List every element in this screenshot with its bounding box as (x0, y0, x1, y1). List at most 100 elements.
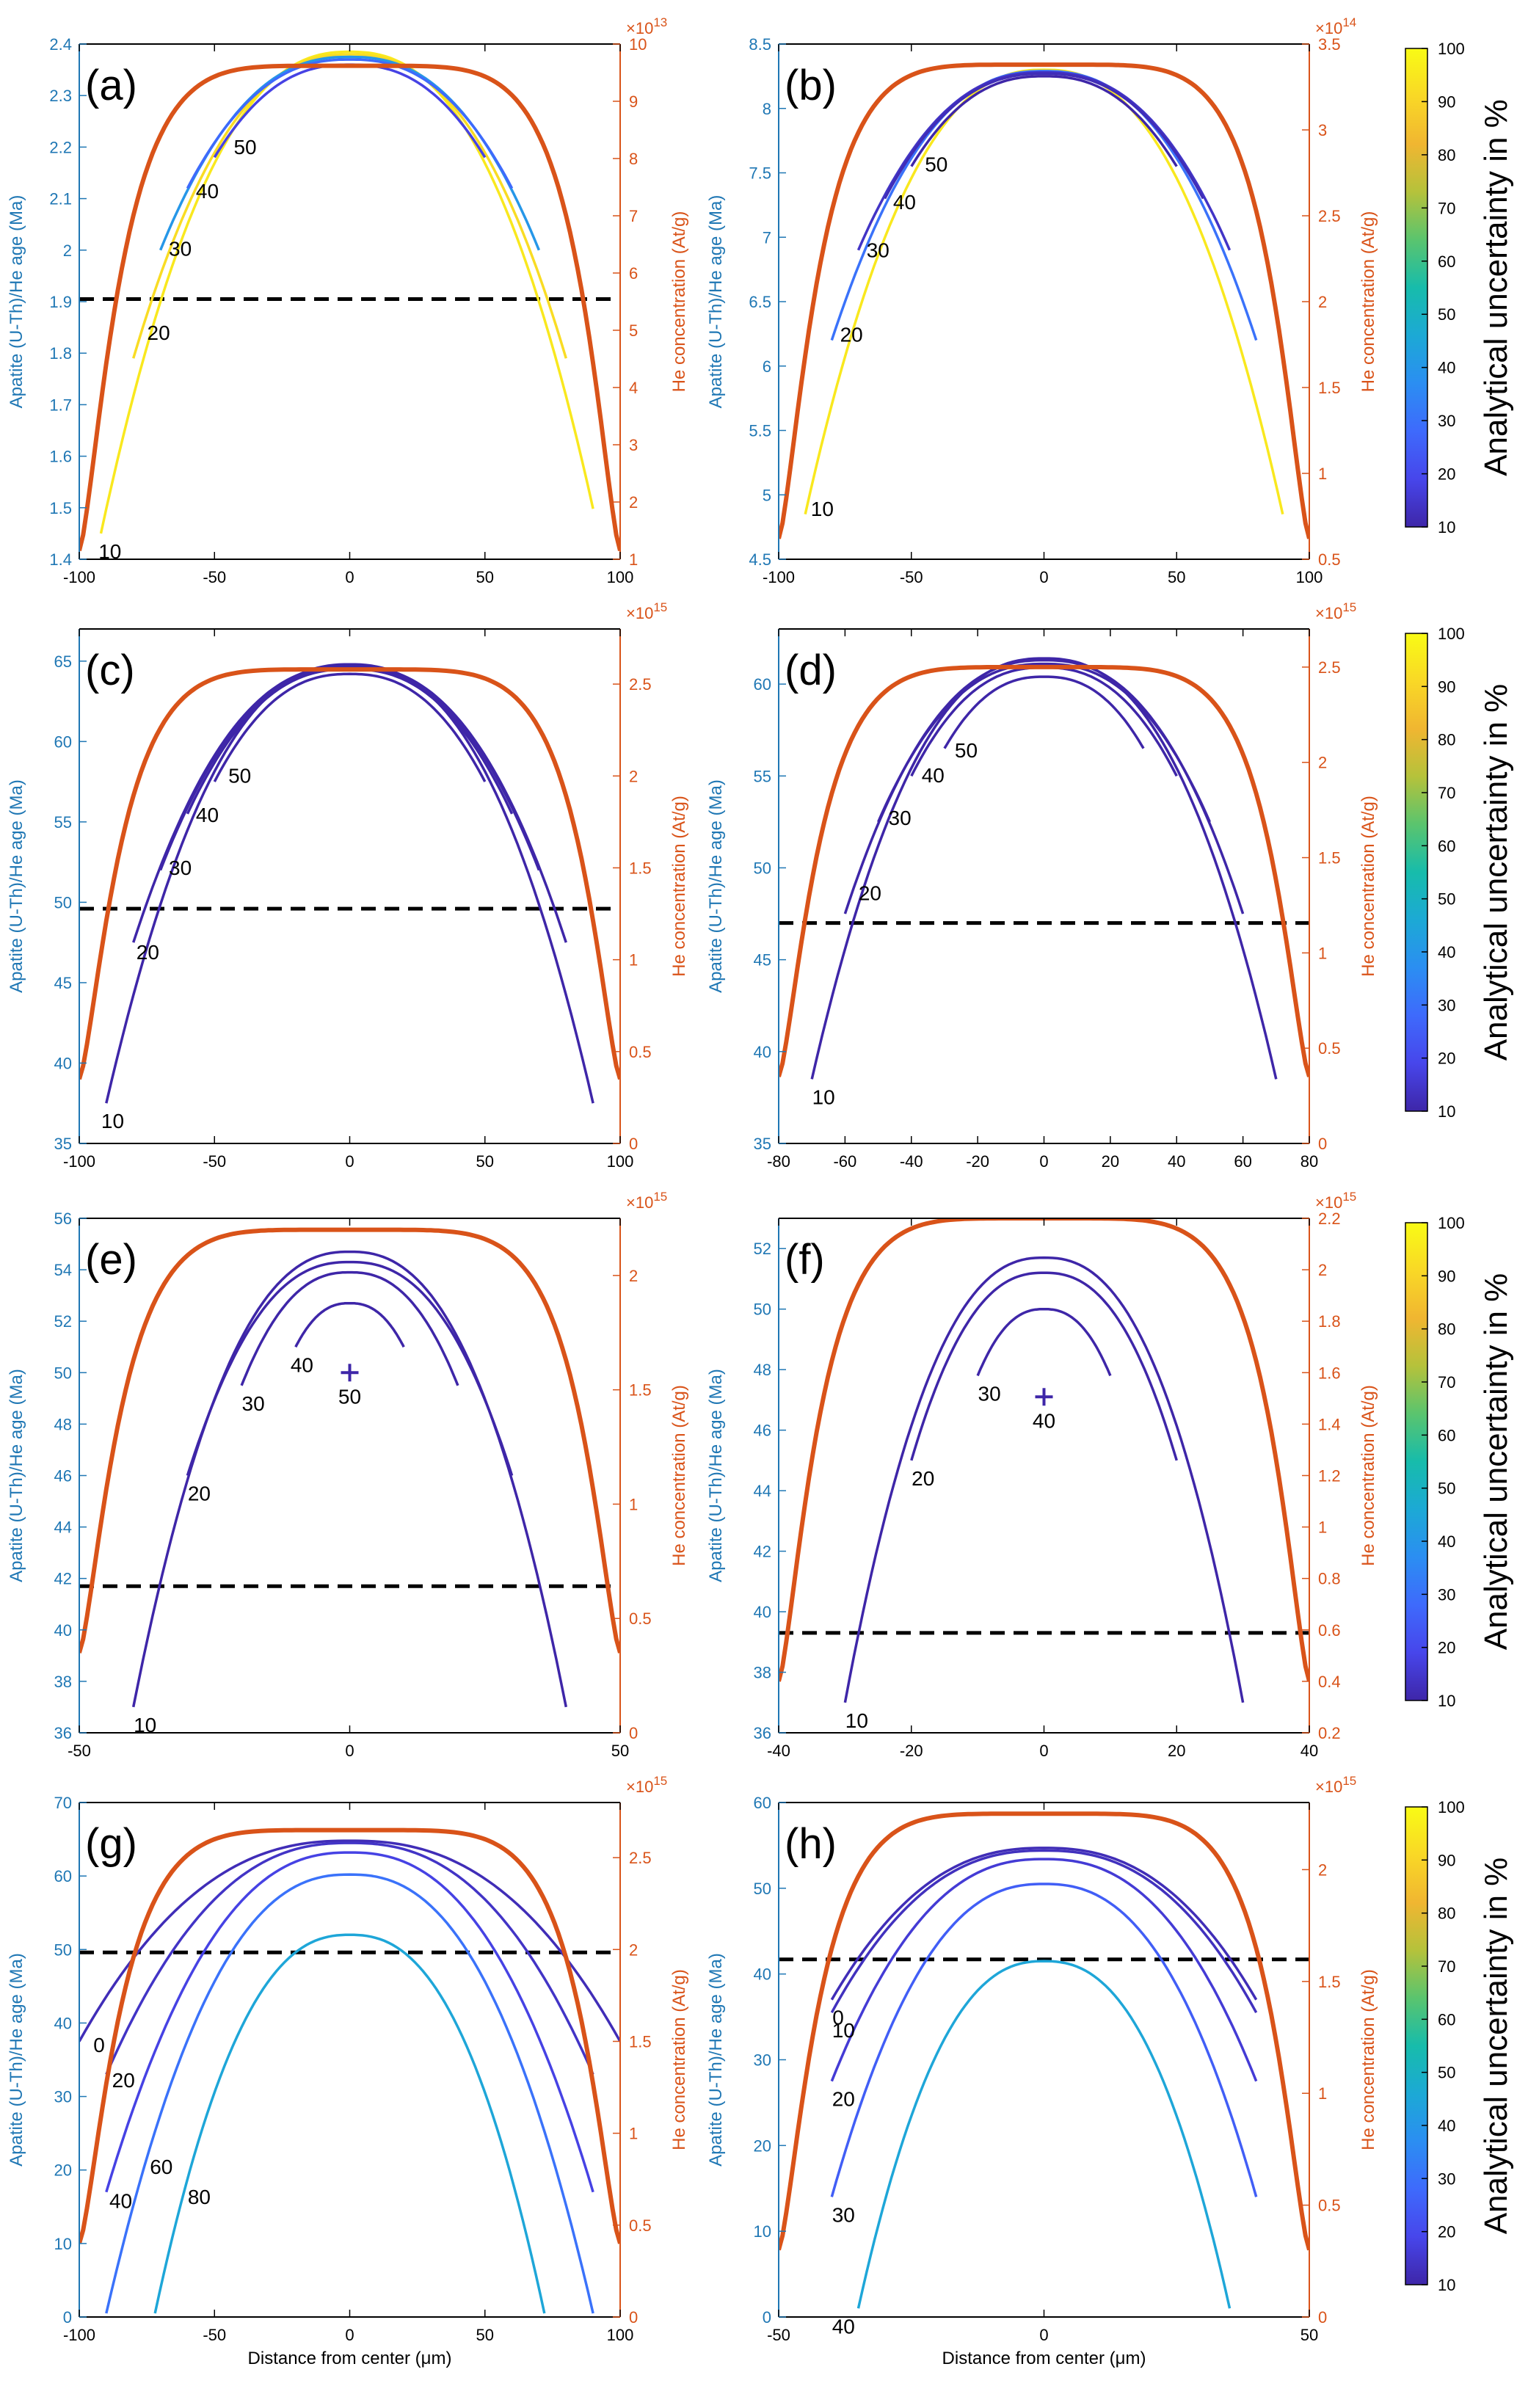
y-right-tick-label: 0.5 (629, 1609, 652, 1628)
age-contour-20 (186, 1260, 514, 1477)
y-right-tick-label: 2.2 (1318, 1210, 1341, 1228)
y-left-label: Apatite (U-Th)/He age (Ma) (7, 779, 26, 993)
colorbar-label: Analytical uncertainty in % (1478, 684, 1514, 1061)
colorbar-4: 10 20 30 40 50 60 70 80 90 100 Analytical uncertai… (1405, 1798, 1514, 2294)
x-tick-label: 0 (345, 1742, 354, 1760)
exponent-base: ×10 (626, 19, 653, 37)
contour-label-20: 20 (112, 2069, 135, 2092)
y-left-tick-label: 65 (54, 652, 72, 671)
colorbar-3: 10 20 30 40 50 60 70 80 90 100 Analytical uncertai… (1405, 1214, 1514, 1710)
colorbar-tick-label: 40 (1438, 1532, 1455, 1551)
x-tick-label: 0 (345, 2326, 354, 2344)
y-left-tick-label: 2.3 (49, 87, 72, 105)
age-contour-40 (186, 668, 514, 815)
y-left-tick-label: 1.6 (49, 448, 72, 466)
y-left-tick-label: 30 (754, 2051, 771, 2070)
y-right-tick-label: 2 (1318, 1860, 1327, 1879)
y-right-tick-label: 1 (1318, 944, 1327, 962)
contour-label-30: 30 (169, 238, 192, 261)
marker-label: 50 (338, 1385, 361, 1408)
colorbar-tick-label: 80 (1438, 146, 1455, 164)
x-tick-label: 100 (1296, 568, 1323, 586)
age-contour-0 (830, 1847, 1258, 2001)
age-contour-10 (99, 50, 594, 534)
center-marker (341, 1364, 359, 1382)
y-right-tick-label: 1 (1318, 2084, 1327, 2103)
y-right-tick-label: 1.5 (629, 1381, 652, 1400)
y-right-tick-label: 1.4 (1318, 1415, 1341, 1433)
y-right-tick-label: 2 (629, 1267, 638, 1285)
he-concentration-profile (79, 1227, 620, 1654)
colorbar-tick-label: 70 (1438, 784, 1455, 802)
panel-label: (h) (785, 1820, 837, 1868)
contour-label-60: 60 (150, 2156, 172, 2178)
x-tick-label: 20 (1102, 1152, 1119, 1171)
x-tick-label: 0 (1039, 1152, 1048, 1171)
y-left-tick-label: 38 (754, 1664, 771, 1682)
colorbar-gradient (1405, 1806, 1428, 2285)
y-right-tick-label: 5 (629, 321, 638, 340)
y-left-tick-label: 45 (754, 951, 771, 970)
x-tick-label: 60 (1234, 1152, 1251, 1171)
age-contour-30 (876, 662, 1212, 823)
y-right-label: He concentration (At/g) (1358, 796, 1378, 977)
x-tick-label: 50 (1168, 568, 1185, 586)
contour-label-20: 20 (832, 2088, 855, 2111)
plot-area (79, 1827, 620, 2314)
center-marker (1035, 1388, 1053, 1406)
colorbar-tick-label: 10 (1438, 1102, 1455, 1121)
exponent-base: ×10 (626, 1778, 653, 1796)
y-left-tick-label: 7.5 (749, 164, 771, 183)
y-right-tick-label: 0 (629, 1724, 638, 1742)
y-left-tick-label: 1.9 (49, 293, 72, 311)
contour-label-40: 40 (196, 804, 219, 826)
contour-label-30: 30 (978, 1382, 1001, 1405)
exponent-base: ×10 (1315, 19, 1342, 37)
y-right-tick-label: 4 (629, 379, 638, 397)
plot-area (779, 62, 1309, 539)
colorbar-tick-label: 80 (1438, 731, 1455, 749)
colorbar-tick-label: 40 (1438, 943, 1455, 961)
exponent-power: 15 (653, 1190, 667, 1204)
colorbar-tick-label: 10 (1438, 2276, 1455, 2294)
y-right-tick-label: 2.5 (1318, 658, 1341, 677)
right-axis-exponent: ×1015 (626, 1774, 667, 1796)
y-left-tick-label: 0 (63, 2308, 72, 2327)
contour-label-40: 40 (893, 191, 916, 214)
y-right-tick-label: 7 (629, 207, 638, 225)
age-contour-20 (843, 658, 1245, 914)
x-tick-label: -60 (833, 1152, 856, 1171)
y-left-tick-label: 60 (754, 675, 771, 694)
age-contour-40 (910, 666, 1178, 777)
plot-area (779, 1218, 1309, 1703)
age-contour-20 (910, 1271, 1178, 1461)
colorbar-tick-label: 40 (1438, 359, 1455, 377)
x-tick-label: -100 (763, 568, 795, 586)
contour-label-10: 10 (811, 498, 834, 520)
y-right-tick-label: 1 (1318, 465, 1327, 483)
y-left-tick-label: 40 (54, 2014, 72, 2032)
y-right-tick-label: 0.5 (629, 1043, 652, 1061)
y-left-tick-label: 30 (54, 2088, 72, 2106)
right-axis-exponent: ×1015 (1315, 600, 1356, 622)
age-contour-0 (79, 1839, 620, 2043)
y-right-tick-label: 1 (629, 1495, 638, 1513)
exponent-base: ×10 (1315, 1778, 1342, 1796)
y-left-tick-label: 56 (54, 1210, 72, 1228)
contour-label-50: 50 (955, 739, 978, 762)
contour-label-30: 30 (169, 856, 192, 879)
y-left-tick-label: 50 (754, 1301, 771, 1319)
colorbar-tick-label: 30 (1438, 412, 1455, 430)
exponent-power: 15 (1342, 1774, 1356, 1788)
y-left-tick-label: 2.1 (49, 190, 72, 208)
colorbar-label: Analytical uncertainty in % (1478, 99, 1514, 476)
age-contour-30 (976, 1307, 1112, 1377)
age-contour-40 (294, 1301, 405, 1348)
age-contour-30 (240, 1270, 459, 1386)
y-right-tick-label: 2 (1318, 1261, 1327, 1279)
y-left-tick-label: 1.4 (49, 550, 72, 569)
he-concentration-profile (79, 63, 620, 552)
y-right-tick-label: 1.5 (629, 2032, 652, 2051)
age-contour-20 (132, 53, 567, 359)
colorbar-2: 10 20 30 40 50 60 70 80 90 100 Analytical uncertai… (1405, 625, 1514, 1121)
